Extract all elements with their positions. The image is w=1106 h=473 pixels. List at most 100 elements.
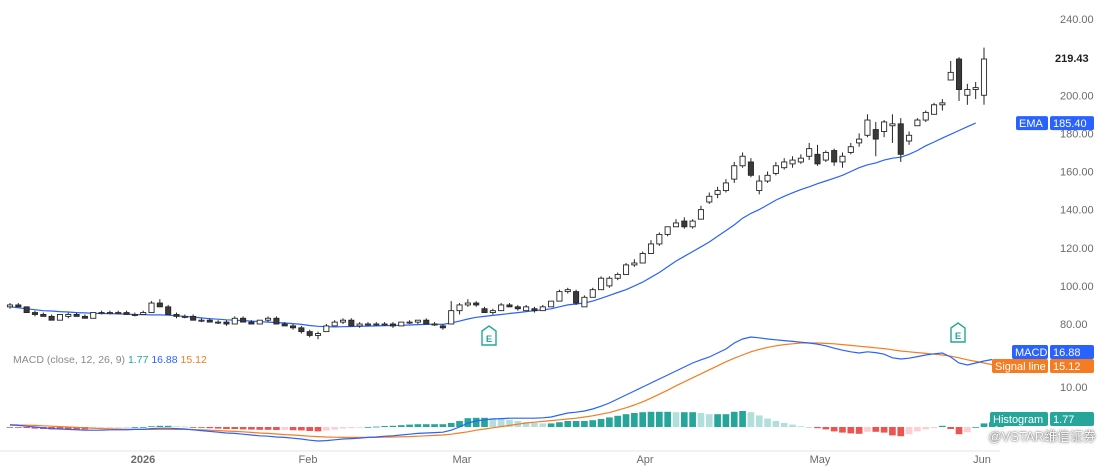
candle-body [589, 289, 596, 298]
macd-histogram-bar [489, 418, 497, 427]
candle-body [681, 220, 688, 228]
candle [980, 47, 988, 105]
candle [106, 310, 113, 315]
candle-body [314, 333, 322, 336]
macd-histogram-bar [606, 417, 613, 427]
earnings-marker[interactable]: E [481, 325, 497, 346]
earnings-marker[interactable]: E [950, 322, 966, 343]
candle-body [531, 308, 538, 312]
macd-tag-value-bg [1050, 412, 1094, 426]
candle [931, 102, 938, 115]
candle-body [148, 302, 155, 314]
macd-histogram-bar [356, 427, 363, 428]
x-axis-month-label: Mar [453, 454, 472, 466]
candle-body [955, 58, 963, 90]
candle-body [623, 264, 630, 275]
macd-histogram-bar [389, 425, 397, 427]
candle-body [847, 146, 854, 153]
macd-histogram-bar [439, 424, 447, 427]
candle-body [256, 319, 263, 325]
candle-body [56, 314, 63, 321]
x-axis-month-label: May [810, 454, 831, 466]
macd-histogram-bar [930, 427, 938, 429]
candle [298, 325, 305, 334]
price-axis-tick: 120.00 [1060, 243, 1094, 255]
candle-body [747, 161, 754, 176]
macd-histogram-bar [689, 412, 696, 427]
candle [148, 301, 155, 314]
macd-histogram-bar [739, 411, 746, 427]
candle [706, 192, 713, 204]
macd-histogram-bar [755, 415, 763, 427]
macd-histogram-bar [547, 423, 555, 427]
price-axis-tick: 200.00 [1060, 90, 1094, 102]
macd-histogram-bar [214, 427, 222, 429]
ema-value-tag: 185.40 [1050, 116, 1094, 131]
candle-body [165, 306, 172, 315]
candle [65, 312, 72, 319]
macd-legend-title: MACD (close, 12, 26, 9) [13, 354, 128, 366]
x-axis-month-label: Apr [636, 454, 653, 466]
candle-body [831, 150, 838, 163]
earnings-marker-label: E [955, 331, 961, 342]
candle-body [90, 312, 97, 319]
macd-tag-label: MACD [1012, 345, 1048, 359]
macd-histogram-bar [231, 427, 239, 429]
candle-body [556, 291, 563, 302]
macd-histogram-bar [855, 427, 863, 434]
price-axis-tick: 100.00 [1060, 281, 1094, 293]
macd-tag-label: Signal line [992, 359, 1048, 373]
macd-histogram-bar [14, 427, 22, 428]
candle-body [115, 312, 122, 315]
candle [697, 205, 704, 220]
candle [173, 312, 180, 319]
price-axis-tick: 240.00 [1060, 14, 1094, 26]
candle-body [922, 111, 929, 121]
macd-tag-value-bg [1050, 345, 1094, 359]
candle-body [514, 306, 521, 310]
candle [156, 299, 163, 308]
candle [647, 240, 655, 254]
candle-body [281, 323, 288, 327]
candle [281, 322, 288, 327]
candle-body [714, 190, 721, 195]
candle [906, 131, 913, 145]
candle [714, 186, 721, 199]
candle [215, 320, 222, 324]
macd-tag-label-bg [992, 359, 1048, 373]
candle [73, 312, 80, 317]
candle-body [364, 323, 371, 326]
candle [90, 312, 97, 319]
candle [406, 320, 413, 324]
candle-body [647, 243, 655, 254]
candle [364, 322, 371, 326]
candle-body [398, 321, 405, 327]
candle [539, 304, 546, 312]
macd-histogram-bar [722, 414, 730, 427]
candle [631, 259, 638, 267]
macd-histogram-bar [281, 427, 289, 430]
macd-histogram-bar [481, 417, 488, 427]
candle-body [697, 209, 704, 220]
candle-body [672, 222, 680, 228]
ema-line [9, 122, 976, 328]
earnings-marker-shape [950, 322, 966, 343]
candle-body [356, 323, 363, 327]
candle [672, 219, 680, 228]
candle [556, 289, 563, 302]
candle [764, 171, 771, 183]
macd-histogram-bar [181, 426, 189, 428]
candle-body [298, 327, 305, 333]
macd-histogram-bar [456, 421, 463, 427]
x-axis-month-label: 2026 [131, 454, 155, 466]
macd-histogram-bar [656, 411, 663, 427]
candle-body [822, 151, 829, 161]
candle-body [323, 325, 330, 333]
ema-name-tag: EMA [1016, 116, 1048, 131]
candle [464, 299, 471, 307]
price-axis-tick: 140.00 [1060, 205, 1094, 217]
candle [589, 287, 596, 298]
candle-body [290, 325, 297, 329]
